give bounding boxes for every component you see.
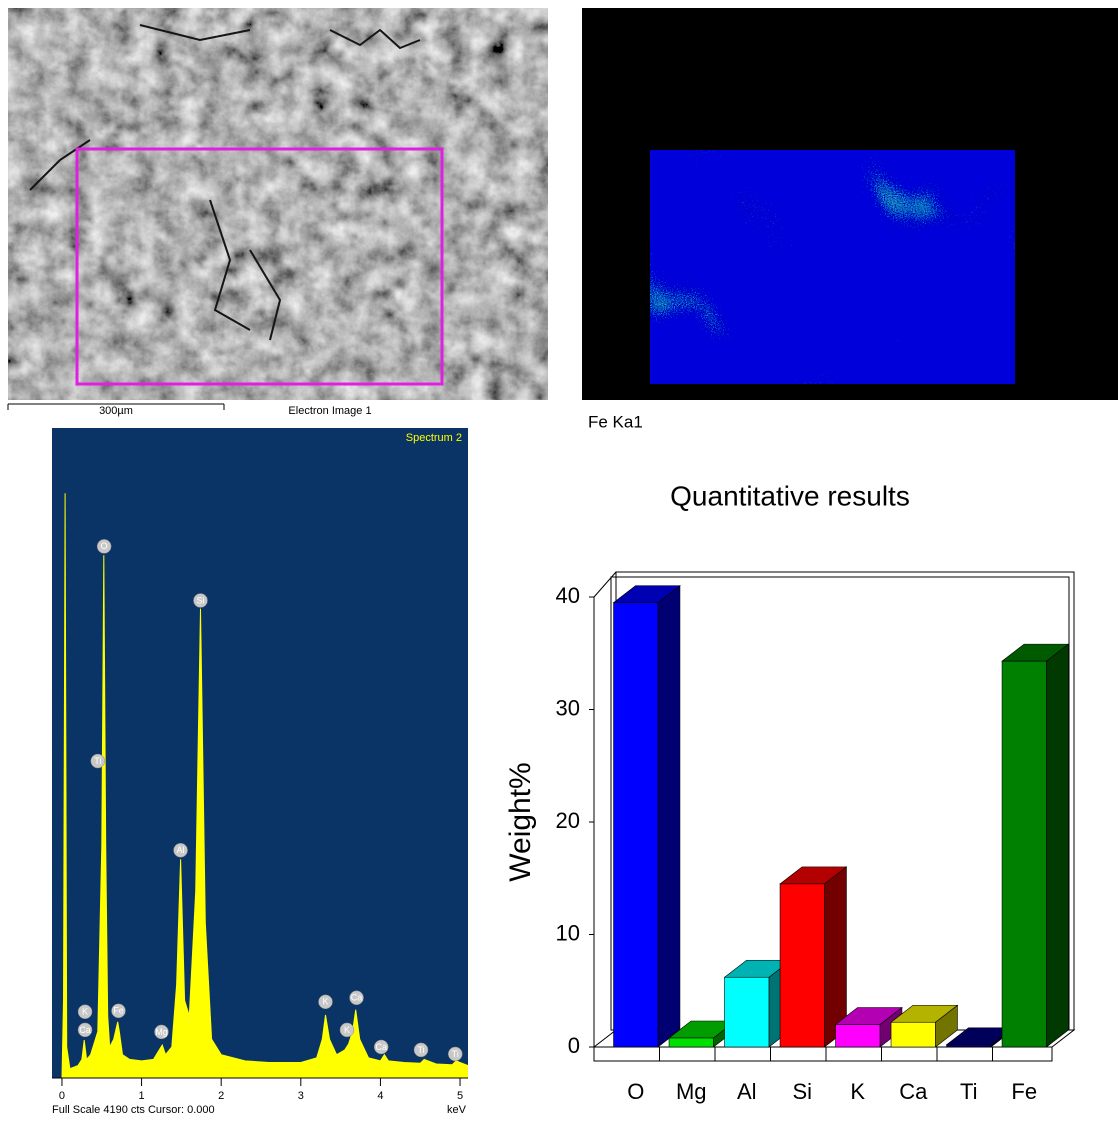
frame-edge [594,572,616,597]
peak-label: Ca [375,1042,387,1052]
bar [947,1045,991,1047]
peak-label: Ca [79,1025,91,1035]
bar [614,603,658,1047]
peak-label: Fe [113,1006,124,1016]
peak-label: O [101,541,108,551]
peak-label: Ca [351,993,363,1003]
bar [891,1022,935,1047]
x-tick-label: Fe [1011,1079,1037,1104]
x-tick-label: Ca [899,1079,928,1104]
x-tick-label: 2 [218,1090,224,1102]
bar [780,884,824,1047]
peak-label: K [322,997,328,1007]
bar [669,1038,713,1047]
x-tick-label: 0 [59,1090,65,1102]
peak-label: Si [196,595,204,605]
peak-label: Al [177,845,185,855]
element-map [650,150,1015,384]
spectrum-title: Spectrum 2 [406,432,462,444]
bar [725,977,769,1047]
x-tick-label: 1 [139,1090,145,1102]
image-caption: Electron Image 1 [288,405,371,417]
chart-title: Quantitative results [670,480,910,511]
spectrum-background [52,428,468,1078]
bar-side [658,586,680,1047]
map-caption: Fe Ka1 [588,412,643,431]
bar [1002,661,1046,1047]
x-tick-label: 4 [377,1090,383,1102]
x-tick-label: 5 [457,1090,463,1102]
peak-label: Mg [155,1027,168,1037]
x-tick-label: K [850,1079,865,1104]
x-axis-label: keV [447,1104,467,1116]
y-tick-label: 40 [556,583,580,608]
y-tick-label: 10 [556,920,580,945]
x-tick-label: Ti [960,1079,978,1104]
bar [836,1025,880,1048]
electron-image [8,8,548,400]
floor-front [594,1047,1052,1061]
x-tick-label: Si [792,1079,812,1104]
spectrum-footer: Full Scale 4190 cts Cursor: 0.000 [52,1104,215,1116]
y-tick-label: 20 [556,808,580,833]
y-tick-label: 0 [568,1033,580,1058]
y-axis-label: Weight% [504,762,537,882]
bar-side [1046,644,1068,1047]
x-tick-label: 3 [298,1090,304,1102]
scale-label: 300µm [99,405,133,417]
peak-label: Ti [94,756,101,766]
peak-label: K [82,1007,88,1017]
x-tick-label: Mg [676,1079,707,1104]
peak-label: K [344,1025,350,1035]
x-tick-label: O [627,1079,644,1104]
figure: 300µm Electron Image 1 Fe Ka1 0 1 2 3 4 5 K Ca O… [0,0,1118,1117]
x-tick-label: Al [737,1079,757,1104]
peak-label: Ti [452,1049,459,1059]
peak-label: Ti [417,1045,424,1055]
y-tick-label: 30 [556,695,580,720]
bar-chart: 0 10 20 30 40 O Mg Al Si K Ca Ti Fe [556,572,1074,1104]
